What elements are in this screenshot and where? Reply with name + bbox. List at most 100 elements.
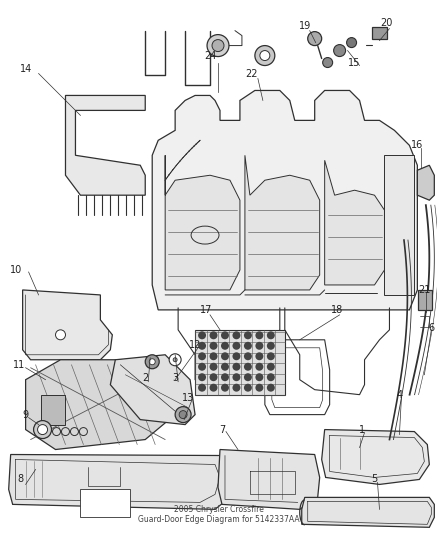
Bar	[195, 330, 285, 394]
Text: 2005 Chrysler Crossfire: 2005 Chrysler Crossfire	[174, 505, 264, 514]
Circle shape	[173, 358, 177, 362]
Circle shape	[198, 363, 206, 371]
Circle shape	[244, 363, 252, 371]
Text: 19: 19	[299, 21, 311, 30]
Text: 8: 8	[18, 474, 24, 484]
Circle shape	[233, 363, 240, 371]
Circle shape	[255, 332, 263, 340]
Circle shape	[233, 384, 240, 392]
Circle shape	[209, 332, 218, 340]
Circle shape	[149, 359, 155, 365]
Circle shape	[255, 46, 275, 66]
Text: 16: 16	[411, 140, 424, 150]
Polygon shape	[385, 155, 414, 295]
Circle shape	[38, 425, 48, 434]
FancyBboxPatch shape	[371, 27, 388, 38]
Circle shape	[209, 384, 218, 392]
Circle shape	[221, 384, 229, 392]
Text: 20: 20	[380, 18, 392, 28]
Circle shape	[221, 332, 229, 340]
Circle shape	[209, 342, 218, 350]
Circle shape	[56, 330, 66, 340]
Polygon shape	[417, 165, 434, 200]
Polygon shape	[110, 355, 195, 425]
Circle shape	[221, 342, 229, 350]
Circle shape	[244, 332, 252, 340]
Polygon shape	[9, 455, 235, 510]
Text: 22: 22	[246, 69, 258, 78]
Text: 6: 6	[428, 323, 434, 333]
Text: 21: 21	[418, 285, 431, 295]
Circle shape	[334, 45, 346, 56]
Text: 18: 18	[331, 305, 343, 315]
Circle shape	[233, 332, 240, 340]
Circle shape	[244, 373, 252, 381]
Text: 5: 5	[371, 474, 378, 484]
Polygon shape	[23, 290, 112, 360]
Polygon shape	[302, 497, 434, 527]
Text: 14: 14	[19, 63, 32, 74]
Text: 24: 24	[204, 51, 216, 61]
Circle shape	[255, 384, 263, 392]
Circle shape	[255, 363, 263, 371]
Circle shape	[260, 51, 270, 61]
Text: 2: 2	[142, 373, 148, 383]
Circle shape	[209, 352, 218, 360]
Circle shape	[145, 355, 159, 369]
Circle shape	[267, 373, 275, 381]
Polygon shape	[165, 155, 240, 290]
Circle shape	[198, 332, 206, 340]
Circle shape	[221, 352, 229, 360]
Circle shape	[198, 342, 206, 350]
Circle shape	[244, 352, 252, 360]
Text: 11: 11	[13, 360, 25, 370]
Polygon shape	[41, 394, 66, 425]
Polygon shape	[25, 360, 175, 449]
Circle shape	[207, 35, 229, 56]
Circle shape	[267, 352, 275, 360]
Circle shape	[267, 363, 275, 371]
Text: 17: 17	[200, 305, 212, 315]
Text: 7: 7	[219, 425, 225, 434]
Circle shape	[221, 373, 229, 381]
Text: Guard-Door Edge Diagram for 5142337AA: Guard-Door Edge Diagram for 5142337AA	[138, 515, 300, 524]
Text: 9: 9	[22, 410, 28, 419]
Circle shape	[267, 332, 275, 340]
Circle shape	[198, 373, 206, 381]
Circle shape	[34, 421, 52, 439]
Circle shape	[255, 342, 263, 350]
Circle shape	[175, 407, 191, 423]
Text: 12: 12	[189, 340, 201, 350]
Circle shape	[255, 373, 263, 381]
Text: 13: 13	[182, 393, 194, 402]
Circle shape	[198, 384, 206, 392]
Circle shape	[198, 352, 206, 360]
Circle shape	[209, 363, 218, 371]
Circle shape	[169, 354, 181, 366]
Circle shape	[233, 352, 240, 360]
Text: 3: 3	[172, 373, 178, 383]
Circle shape	[323, 58, 332, 68]
Polygon shape	[325, 160, 385, 285]
Circle shape	[233, 342, 240, 350]
Circle shape	[233, 373, 240, 381]
Text: 1: 1	[358, 425, 364, 434]
Circle shape	[267, 342, 275, 350]
Polygon shape	[218, 449, 320, 510]
Text: 4: 4	[396, 390, 403, 400]
Circle shape	[221, 363, 229, 371]
Circle shape	[209, 373, 218, 381]
Circle shape	[179, 410, 187, 418]
Polygon shape	[245, 155, 320, 290]
Circle shape	[255, 352, 263, 360]
Text: 15: 15	[348, 58, 361, 68]
Circle shape	[212, 39, 224, 52]
Polygon shape	[152, 91, 417, 310]
Bar	[81, 489, 130, 518]
Text: 10: 10	[10, 265, 22, 275]
Polygon shape	[321, 430, 429, 484]
Circle shape	[244, 384, 252, 392]
Circle shape	[308, 31, 321, 46]
Circle shape	[346, 38, 357, 47]
Circle shape	[244, 342, 252, 350]
